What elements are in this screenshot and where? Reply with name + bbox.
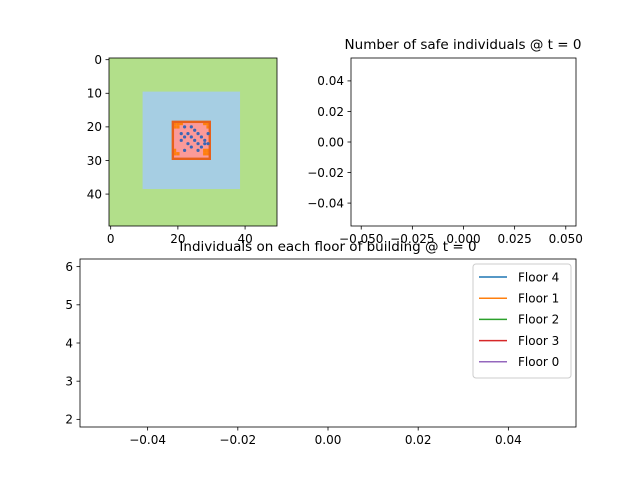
individual-point [203, 138, 207, 142]
individual-point [183, 135, 187, 139]
individual-point [179, 132, 183, 136]
building-cell [172, 121, 177, 126]
individual-point [189, 125, 193, 129]
floors-y-tick-label: 4 [65, 336, 73, 350]
grid-map-panel: 0 20 40 0 10 20 30 40 [87, 53, 278, 246]
building-cell [172, 152, 177, 156]
building-cell [176, 121, 180, 126]
individual-point [179, 138, 183, 142]
building-cell [206, 148, 210, 153]
individual-point [189, 135, 193, 139]
individual-point [206, 142, 210, 146]
individual-point [206, 132, 210, 136]
building-cell [203, 148, 207, 153]
individual-point [199, 145, 203, 149]
grid-y-tick-label: 0 [94, 53, 102, 67]
safe-x-tick-label: −0.025 [390, 232, 434, 246]
grid-y-ticks: 0 10 20 30 40 [87, 53, 109, 201]
floors-y-tick-label: 3 [65, 374, 73, 388]
safe-x-tick-label: 0.025 [497, 232, 531, 246]
floors-y-tick-label: 5 [65, 298, 73, 312]
legend-label: Floor 3 [518, 334, 559, 348]
individual-point [196, 132, 200, 136]
building-cell [176, 125, 180, 129]
safe-x-ticks: −0.050 −0.025 0.000 0.025 0.050 [339, 226, 583, 246]
legend-label: Floor 4 [518, 270, 559, 284]
building-cell [176, 152, 180, 156]
building-cell [203, 152, 207, 156]
grid-x-tick-label: 40 [237, 232, 252, 246]
individual-point [203, 142, 207, 146]
floors-y-ticks: 2 3 4 5 6 [65, 260, 80, 427]
individual-point [183, 125, 187, 129]
floors-x-tick-label: 0.02 [405, 433, 432, 447]
safe-y-tick-label: 0.04 [317, 74, 344, 88]
individual-point [186, 132, 190, 136]
individual-point [183, 148, 187, 152]
grid-y-tick-label: 10 [87, 87, 102, 101]
safe-x-tick-label: 0.050 [549, 232, 583, 246]
safe-y-tick-label: 0.00 [317, 135, 344, 149]
floors-legend: Floor 4 Floor 1 Floor 2 Floor 3 Floor 0 [472, 263, 572, 379]
individual-point [189, 145, 193, 149]
floors-panel: Individuals on each floor of building @ … [65, 239, 577, 447]
building-cell [206, 121, 210, 126]
floors-x-ticks: −0.04 −0.02 0.00 0.02 0.04 [129, 427, 522, 447]
floors-x-tick-label: 0.04 [495, 433, 522, 447]
building-cell [206, 152, 210, 156]
building-cell [206, 125, 210, 129]
legend-label: Floor 0 [518, 355, 559, 369]
safe-y-tick-label: −0.02 [307, 166, 344, 180]
grid-layers [109, 58, 277, 226]
individual-point [196, 142, 200, 146]
individual-point [199, 135, 203, 139]
grid-layer-building-frame [171, 120, 211, 160]
grid-x-ticks: 0 20 40 [107, 226, 253, 246]
grid-axes-frame [108, 57, 278, 227]
floors-chart-title: Individuals on each floor of building @ … [179, 239, 476, 255]
floors-x-tick-label: 0.00 [315, 433, 342, 447]
legend-label: Floor 2 [518, 313, 559, 327]
grid-y-tick-label: 30 [87, 154, 102, 168]
safe-y-tick-label: −0.04 [307, 196, 344, 210]
floors-y-tick-label: 6 [65, 260, 73, 274]
safe-individuals-panel: Number of safe individuals @ t = 0 −0.05… [307, 37, 583, 246]
individual-point [193, 128, 197, 132]
legend-box [472, 263, 572, 379]
grid-y-tick-label: 40 [87, 187, 102, 201]
building-corner-cells [172, 121, 210, 156]
floors-x-tick-label: −0.04 [129, 433, 166, 447]
grid-x-tick-label: 20 [170, 232, 185, 246]
safe-chart-title: Number of safe individuals @ t = 0 [345, 37, 582, 53]
individual-markers [179, 125, 210, 152]
building-cell [172, 148, 177, 153]
building-cell [179, 121, 183, 126]
grid-y-tick-label: 20 [87, 120, 102, 134]
individual-point [196, 148, 200, 152]
safe-x-tick-label: −0.050 [339, 232, 383, 246]
building-cell [172, 125, 177, 129]
individual-point [186, 142, 190, 146]
grid-x-tick-label: 0 [107, 232, 115, 246]
safe-y-tick-label: 0.02 [317, 105, 344, 119]
floors-x-tick-label: −0.02 [219, 433, 256, 447]
floors-y-tick-label: 2 [65, 413, 73, 427]
safe-y-ticks: −0.04 −0.02 0.00 0.02 0.04 [307, 74, 351, 210]
individual-point [193, 138, 197, 142]
legend-label: Floor 1 [518, 292, 559, 306]
safe-x-tick-label: 0.000 [446, 232, 480, 246]
building-cell [203, 121, 207, 126]
